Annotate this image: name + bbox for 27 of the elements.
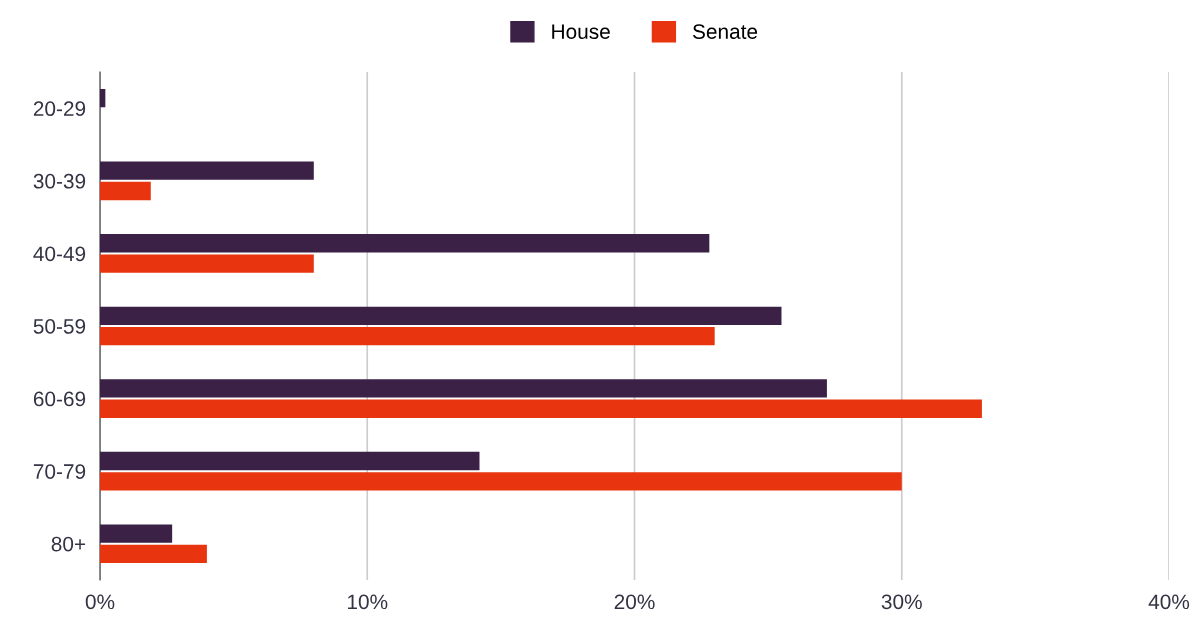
bar (100, 399, 982, 418)
x-tick-label: 40% (1148, 594, 1190, 610)
y-tick-label: 60-69 (33, 391, 86, 407)
bar (100, 88, 106, 108)
bar (100, 161, 314, 180)
y-tick-label: 40-49 (33, 246, 86, 262)
bar (100, 254, 314, 273)
bar (100, 306, 782, 325)
x-tick-label: 30% (881, 594, 922, 610)
bar (100, 451, 480, 471)
y-tick-label: 70-79 (33, 464, 86, 479)
x-tick-label: 0% (85, 594, 115, 610)
bar (100, 327, 715, 346)
x-tick-label: 20% (614, 594, 655, 610)
bar (100, 472, 902, 491)
bar (100, 379, 827, 398)
legend-label: Senate (692, 24, 758, 39)
x-tick-label: 10% (347, 594, 388, 610)
y-tick-label: 30-39 (33, 173, 86, 189)
bar (100, 181, 151, 201)
y-tick-label: 20-29 (33, 101, 86, 117)
y-tick-label: 80+ (51, 536, 86, 552)
bar (100, 234, 710, 253)
bar (100, 524, 173, 543)
legend-label: House (552, 24, 610, 39)
y-tick-label: 50-59 (33, 319, 86, 334)
bar (100, 544, 207, 564)
